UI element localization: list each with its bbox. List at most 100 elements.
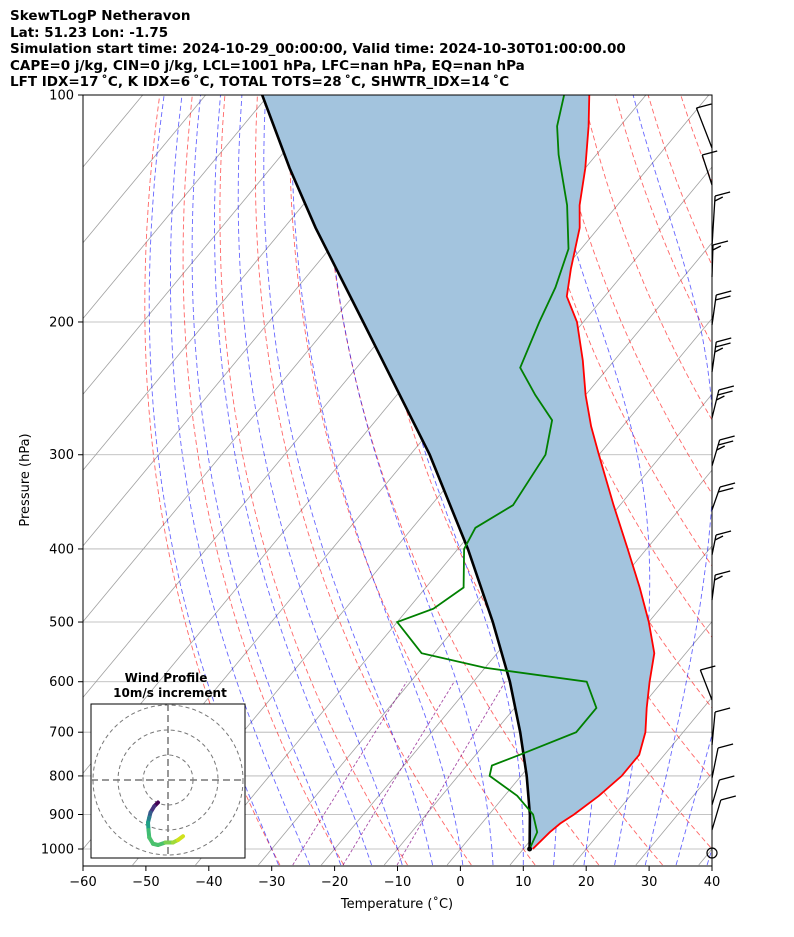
isotherm-line	[83, 95, 395, 471]
x-tick-label: 0	[456, 875, 464, 890]
hodograph-inset	[90, 703, 246, 859]
dry-adiabat	[182, 95, 345, 866]
moist-adiabat	[148, 95, 279, 866]
wind-barb-flag	[717, 743, 734, 749]
y-tick-label: 400	[49, 542, 74, 557]
dry-adiabat	[778, 95, 794, 865]
wind-barb-flag	[700, 665, 716, 671]
wind-barb-flag	[718, 487, 734, 493]
wind-barb-flag	[715, 295, 731, 301]
hodograph-segment	[176, 834, 185, 842]
wind-barbs	[695, 103, 736, 859]
y-tick-label: 1000	[41, 843, 74, 858]
wind-barb-staff	[711, 779, 720, 806]
wind-barb-staff	[711, 486, 721, 511]
isotherm-line	[698, 848, 712, 866]
wind-barb-flag	[714, 575, 723, 581]
dry-adiabat	[144, 95, 281, 866]
y-tick-label: 300	[49, 448, 74, 463]
isotherm-line	[83, 95, 269, 320]
x-tick-label: 20	[578, 875, 595, 890]
wind-barb-staff	[711, 711, 716, 746]
dewpoint-line	[395, 95, 598, 850]
wind-barb-flag	[720, 795, 736, 801]
wind-barb-flag	[714, 196, 724, 202]
y-tick-label: 200	[49, 315, 74, 330]
wind-barb-flag	[718, 385, 735, 391]
mixing-ratio-line	[342, 681, 455, 866]
dry-adiabat	[254, 95, 472, 866]
y-tick-label: 700	[49, 726, 74, 741]
wind-barb-flag	[712, 245, 722, 251]
moist-adiabat	[536, 95, 651, 866]
wind-barb-flag	[712, 240, 729, 246]
x-tick-label: 30	[641, 875, 658, 890]
wind-barb-staff	[695, 107, 713, 149]
chart-header: SkewTLogP Netheravon Lat: 51.23 Lon: -1.…	[10, 8, 626, 91]
wind-barb-flag	[714, 191, 731, 197]
mixing-ratio-line	[292, 681, 408, 866]
x-tick-label: 40	[704, 875, 721, 890]
wind-barb-staff	[711, 534, 717, 556]
moist-adiabat	[675, 733, 712, 866]
dry-adiabat	[713, 95, 794, 865]
isotherm-line	[635, 772, 712, 866]
wind-barb-flag	[719, 435, 735, 441]
wind-barb-flag	[702, 150, 718, 156]
isotherm-line	[762, 95, 794, 865]
temperature-line	[532, 95, 656, 850]
title-line-2: Lat: 51.23 Lon: -1.75	[10, 24, 169, 41]
x-axis-title: Temperature (˚C)	[340, 896, 453, 912]
y-tick-label: 800	[49, 769, 74, 784]
x-tick-label: −60	[69, 875, 96, 890]
x-tick-label: −20	[321, 875, 348, 890]
moist-adiabat	[214, 95, 373, 866]
hodograph-plot	[91, 704, 245, 858]
hodograph-subtitle: 10m/s increment	[113, 686, 227, 700]
wind-barb-flag	[716, 445, 725, 451]
axes: −60 −50 −40 −30 −20 −10 0 10 20 30 40 1000 900 800 700…	[41, 89, 720, 891]
wind-barb-flag	[716, 337, 732, 343]
wind-barb-staff	[711, 389, 720, 419]
dry-adiabat	[289, 95, 536, 866]
wind-barb-flag	[715, 342, 731, 348]
surface-marker	[527, 846, 533, 852]
wind-barb-flag	[696, 103, 712, 109]
sounding-lines	[260, 95, 656, 852]
moist-adiabat	[291, 95, 464, 866]
wind-barb-flag	[714, 347, 724, 353]
y-tick-label: 500	[49, 616, 74, 631]
title-line-5: LFT IDX=17 ˚C, K IDX=6 ˚C, TOTAL TOTS=28…	[10, 74, 510, 91]
wind-barb-staff	[711, 799, 722, 831]
wind-barb-flag	[719, 775, 735, 781]
isotherm-line	[83, 95, 332, 395]
moist-adiabat	[237, 95, 403, 866]
dry-adiabat	[746, 95, 794, 865]
wind-barb-staff	[711, 439, 721, 467]
wind-barb-flag	[714, 707, 731, 713]
wind-barb-flag	[715, 530, 732, 536]
wind-barb-flag	[717, 390, 733, 396]
wind-barb-flag	[719, 482, 736, 488]
hodograph-title: Wind Profile	[125, 671, 208, 685]
y-tick-label: 100	[49, 89, 74, 104]
parcel-path-line	[260, 95, 532, 850]
title-line-3: Simulation start time: 2024-10-29_00:00:…	[10, 41, 626, 58]
isotherm-line	[83, 95, 206, 244]
x-tick-label: −40	[195, 875, 222, 890]
wind-barb-staff	[711, 195, 716, 247]
wind-barb-flag	[716, 395, 725, 401]
wind-barb-flag	[715, 570, 731, 576]
moist-adiabat	[170, 95, 311, 866]
moist-adiabat	[632, 95, 712, 866]
wind-barb-staff	[701, 154, 713, 186]
wind-barb-staff	[711, 244, 714, 278]
wind-barb-flag	[714, 535, 724, 541]
isotherm-line	[572, 696, 712, 866]
wind-barb-staff	[711, 574, 716, 601]
wind-barb-flag	[716, 290, 732, 296]
y-axis-title: Pressure (hPa)	[18, 433, 33, 526]
wind-barb-staff	[711, 747, 719, 779]
wind-barb-flag	[717, 440, 734, 446]
